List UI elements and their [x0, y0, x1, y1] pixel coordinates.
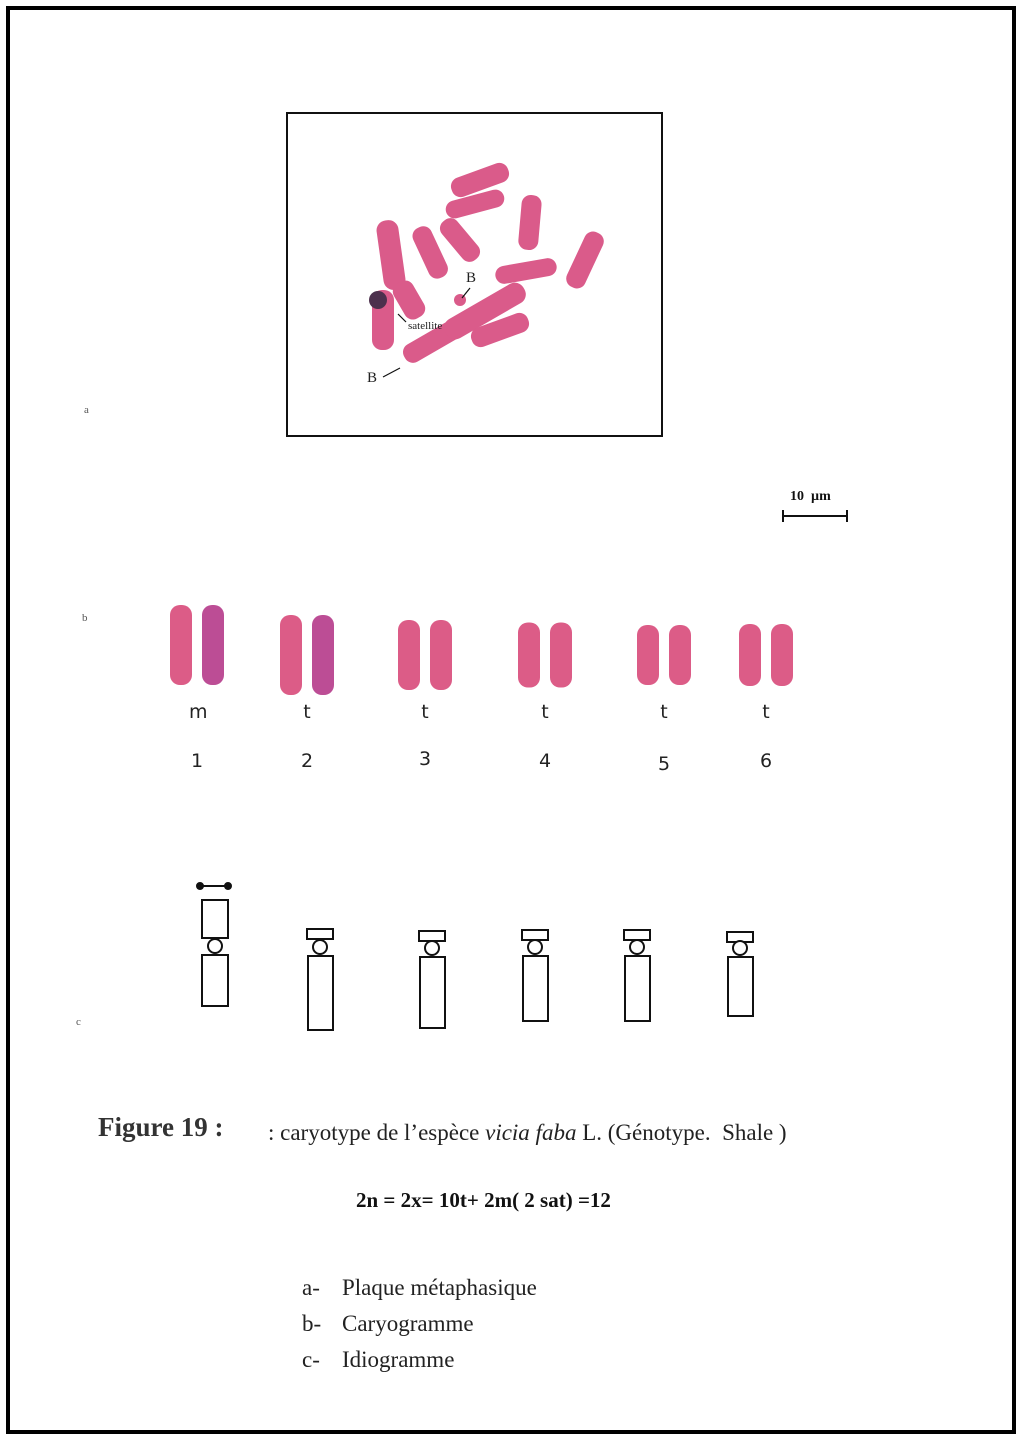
chromosome	[170, 605, 192, 685]
pair-number: 6	[758, 750, 774, 772]
caption-figure: Figure 19 :	[98, 1112, 223, 1143]
chromosome	[202, 605, 224, 685]
chromosome-type: t	[417, 701, 433, 723]
species: vicia faba	[485, 1120, 576, 1145]
chromosome	[312, 615, 334, 695]
page: B satellite B a 10 µm b m 1 t 2 t 3 t 4 t 5 t 6 c F…	[0, 0, 1022, 1440]
figure-graphics	[0, 0, 1022, 1440]
idiogram	[197, 883, 753, 1030]
caption-text: : caryotype de l’espèce vicia faba L. (G…	[268, 1120, 787, 1146]
formula: 2n = 2x= 10t+ 2m( 2 sat) =12	[356, 1188, 611, 1213]
legend-item: b-Caryogramme	[302, 1311, 474, 1337]
panel-label: b	[82, 612, 88, 624]
chromosome	[669, 625, 691, 685]
chromosome-type: t	[537, 701, 553, 723]
legend-text: Caryogramme	[342, 1311, 474, 1336]
chromosome-type: t	[758, 701, 774, 723]
legend-text: Plaque métaphasique	[342, 1275, 537, 1300]
scale-label: 10 µm	[790, 489, 831, 505]
pair-number: 4	[537, 750, 553, 772]
legend-letter: b-	[302, 1311, 342, 1337]
legend-item: a-Plaque métaphasique	[302, 1275, 537, 1301]
chromosome-type: t	[656, 701, 672, 723]
annotation: B	[466, 270, 476, 287]
legend-item: c-Idiogramme	[302, 1347, 454, 1373]
pair-number: 1	[189, 750, 205, 772]
chromosome-type: t	[299, 701, 315, 723]
chromosome	[771, 624, 793, 686]
legend-text: Idiogramme	[342, 1347, 454, 1372]
chromosome	[637, 625, 659, 685]
annotation: satellite	[408, 320, 442, 332]
chromosome	[398, 620, 420, 690]
pair-number: 3	[417, 748, 433, 770]
caption-text: : caryotype de l’espèce	[268, 1120, 485, 1145]
pair-number: 5	[656, 753, 672, 775]
pair-number: 2	[299, 750, 315, 772]
scale-bar	[783, 510, 847, 522]
chromosome	[518, 623, 540, 688]
chromosome	[550, 623, 572, 688]
chromosome-type: m	[189, 701, 205, 723]
legend-letter: a-	[302, 1275, 342, 1301]
caption-text: L. (Génotype. Shale )	[576, 1120, 786, 1145]
annotation: B	[367, 370, 377, 387]
panel-label: a	[84, 404, 89, 416]
panel-label: c	[76, 1016, 81, 1028]
chromosome	[430, 620, 452, 690]
chromosome	[739, 624, 761, 686]
karyogram	[170, 605, 793, 695]
chromosome	[280, 615, 302, 695]
legend-letter: c-	[302, 1347, 342, 1373]
